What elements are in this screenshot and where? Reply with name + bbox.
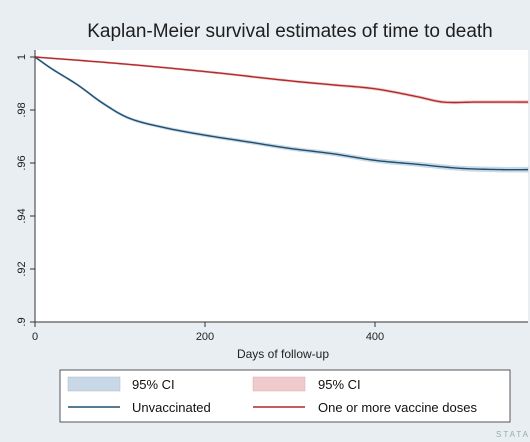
y-tick-label: .96	[16, 155, 28, 170]
x-ticks: 0 200 400	[32, 322, 384, 343]
x-tick-label: 200	[196, 331, 214, 343]
plot-area	[35, 50, 528, 322]
x-tick-label: 400	[366, 331, 384, 343]
x-tick-label: 0	[32, 331, 38, 343]
stata-watermark: STATA	[496, 430, 530, 439]
series-line-vaccinated	[34, 56, 528, 104]
survival-lines	[34, 56, 529, 171]
legend-label-unvaccinated: Unvaccinated	[132, 400, 211, 415]
y-tick-label: .94	[16, 208, 28, 223]
ci-band-unvaccinated	[34, 55, 529, 173]
chart-title: Kaplan-Meier survival estimates of time …	[87, 21, 493, 42]
legend-label-unvaccinated-ci: 95% CI	[132, 377, 175, 392]
y-tick-label: 1	[16, 54, 28, 60]
x-axis-label: Days of follow-up	[237, 347, 329, 361]
legend-label-vaccinated: One or more vaccine doses	[318, 400, 477, 415]
legend-swatch-vaccinated-ci	[252, 376, 306, 392]
y-tick-label: .9	[16, 317, 28, 326]
y-ticks: 1 .98 .96 .94 .92 .9	[16, 54, 35, 327]
legend-label-vaccinated-ci: 95% CI	[318, 377, 361, 392]
legend-swatch-unvaccinated-ci	[67, 376, 121, 392]
series-line-unvaccinated	[34, 56, 529, 171]
y-tick-label: .98	[16, 102, 28, 117]
y-tick-label: .92	[16, 261, 28, 276]
legend: 95% CI 95% CI Unvaccinated One or more v…	[59, 369, 511, 423]
